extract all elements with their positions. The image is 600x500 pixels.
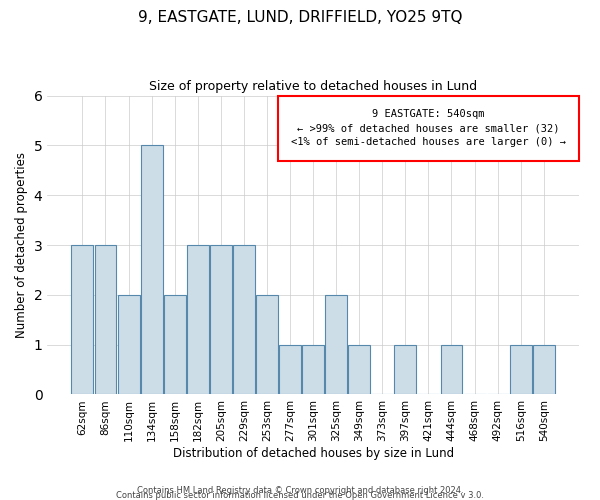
Bar: [233, 245, 255, 394]
Bar: [533, 344, 555, 395]
Text: 9 EASTGATE: 540sqm
← >99% of detached houses are smaller (32)
<1% of semi-detach: 9 EASTGATE: 540sqm ← >99% of detached ho…: [291, 110, 566, 148]
Bar: [394, 344, 416, 395]
Title: Size of property relative to detached houses in Lund: Size of property relative to detached ho…: [149, 80, 477, 93]
Text: Contains public sector information licensed under the Open Government Licence v : Contains public sector information licen…: [116, 491, 484, 500]
Bar: [95, 245, 116, 394]
Text: Contains HM Land Registry data © Crown copyright and database right 2024.: Contains HM Land Registry data © Crown c…: [137, 486, 463, 495]
Bar: [118, 295, 140, 394]
Bar: [510, 344, 532, 395]
Bar: [278, 96, 579, 162]
Text: 9, EASTGATE, LUND, DRIFFIELD, YO25 9TQ: 9, EASTGATE, LUND, DRIFFIELD, YO25 9TQ: [138, 10, 462, 25]
X-axis label: Distribution of detached houses by size in Lund: Distribution of detached houses by size …: [173, 447, 454, 460]
Bar: [325, 295, 347, 394]
Y-axis label: Number of detached properties: Number of detached properties: [15, 152, 28, 338]
Bar: [279, 344, 301, 395]
Bar: [302, 344, 324, 395]
Bar: [256, 295, 278, 394]
Bar: [210, 245, 232, 394]
Bar: [140, 146, 163, 394]
Bar: [348, 344, 370, 395]
Bar: [440, 344, 463, 395]
Bar: [164, 295, 185, 394]
Bar: [71, 245, 94, 394]
Bar: [187, 245, 209, 394]
